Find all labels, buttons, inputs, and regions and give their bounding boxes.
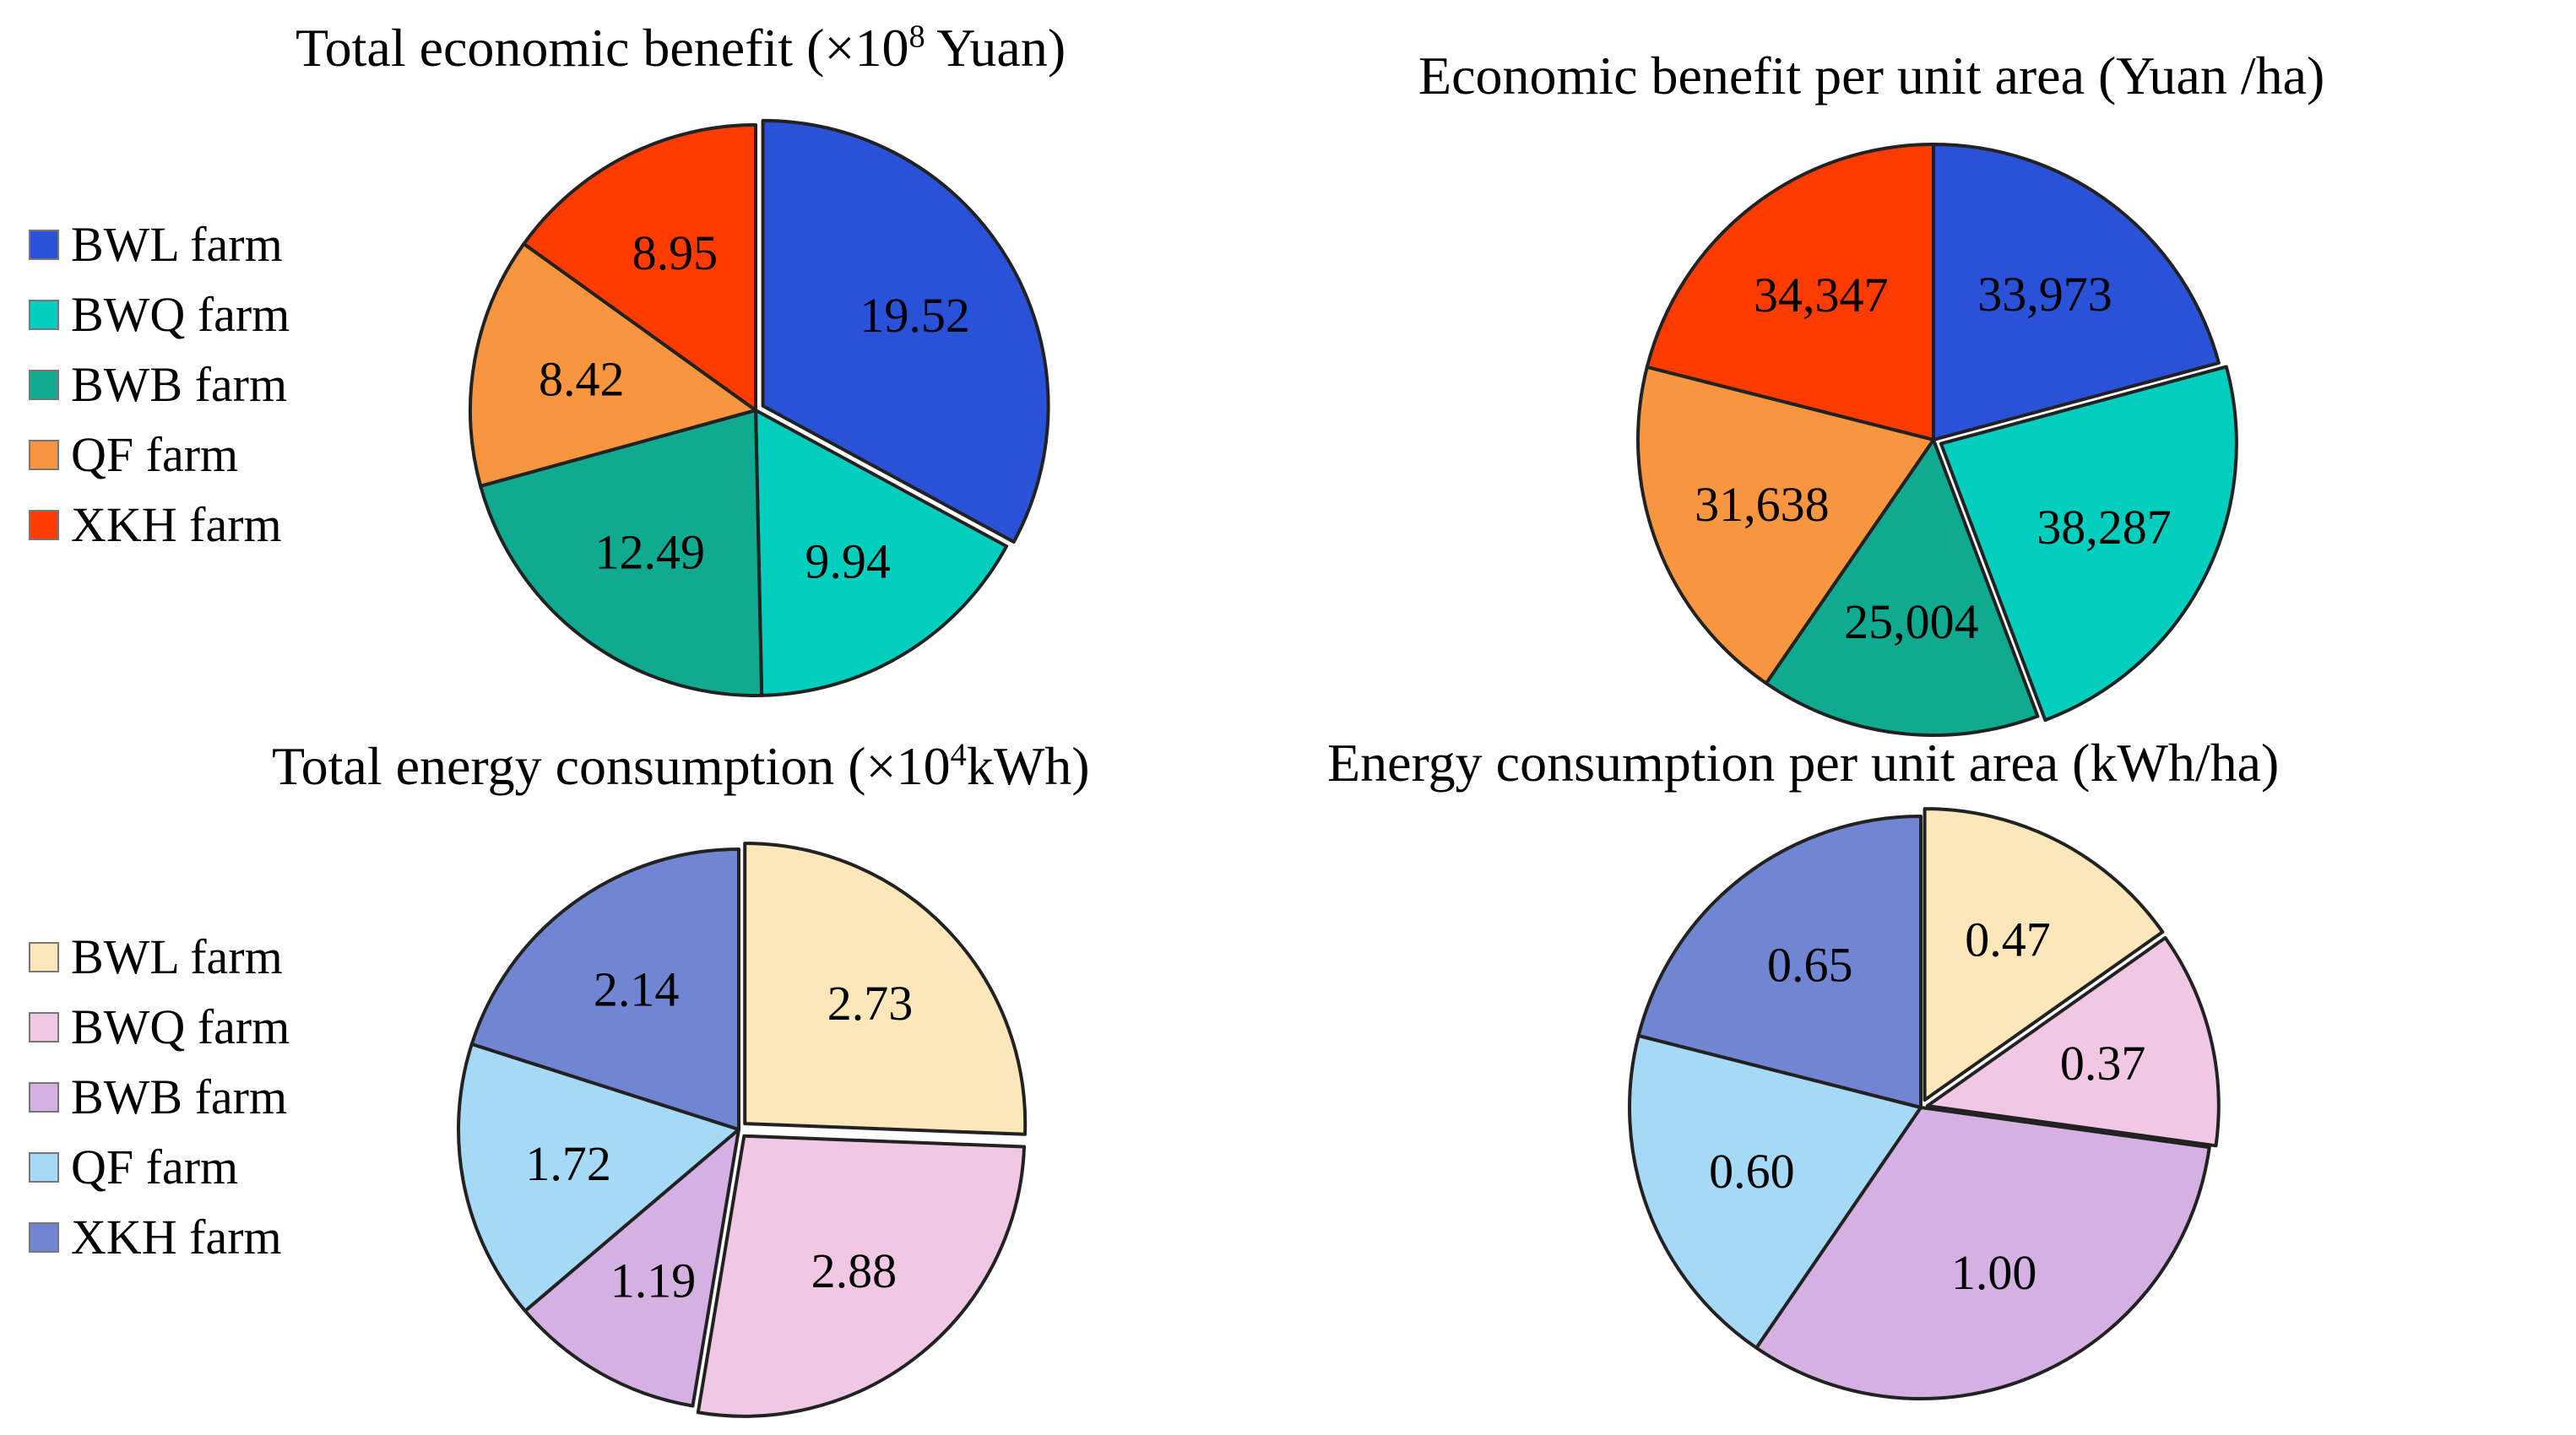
legend-item-xkh: XKH farm: [29, 490, 290, 560]
title-unit: kWh): [966, 736, 1090, 796]
slice-label-bwq: 38,287: [2036, 500, 2172, 555]
pie-slice-xkh: [1645, 143, 1935, 441]
legend-item-bwb: BWB farm: [29, 349, 290, 420]
legend-swatch: [29, 1011, 59, 1042]
slice-label-qf: 8.42: [539, 352, 625, 407]
legend-swatch: [29, 439, 59, 470]
legend-label: BWQ farm: [71, 999, 290, 1054]
slice-label-bwl: 2.73: [827, 976, 914, 1031]
pie-slice-bwl: [761, 118, 1050, 544]
legend-swatch: [29, 1081, 59, 1113]
legend-swatch: [29, 1151, 59, 1183]
legend-swatch: [29, 1221, 59, 1253]
slice-label-xkh: 0.65: [1767, 938, 1853, 993]
legend-item-qf: QF farm: [29, 1132, 290, 1202]
slice-label-qf: 1.72: [525, 1136, 611, 1191]
legend-swatch: [29, 369, 59, 400]
pie-slice-bwq: [1939, 365, 2238, 723]
slice-label-bwq: 2.88: [811, 1243, 898, 1298]
legend-swatch: [29, 299, 59, 330]
pie-slice-xkh: [522, 123, 757, 412]
pie-slice-bwb: [1754, 1106, 2211, 1400]
slice-label-xkh: 34,347: [1754, 268, 1889, 322]
slice-label-xkh: 8.95: [632, 225, 719, 280]
legend-item-bwq: BWQ farm: [29, 279, 290, 349]
legend-item-bwb: BWB farm: [29, 1062, 290, 1132]
pie-slice-bwq: [1925, 936, 2221, 1148]
pie-chart-1: 33,973 38,287 25,004 31,638 34,347: [1636, 143, 2238, 737]
legend-label: BWQ farm: [71, 287, 290, 342]
legend-label: XKH farm: [71, 497, 282, 552]
title-unit: Yuan): [925, 18, 1066, 78]
slice-label-bwb: 1.00: [1951, 1245, 2037, 1300]
pie-slice-bwb: [479, 409, 764, 697]
legend-economic: BWL farm BWQ farm BWB farm QF farm XKH f…: [29, 209, 290, 560]
pie-slice-bwl: [1932, 143, 2221, 441]
pie-slice-xkh: [469, 847, 740, 1131]
legend-label: QF farm: [71, 1140, 239, 1194]
legend-swatch: [29, 941, 59, 972]
title-multiplier: ×10: [865, 736, 951, 796]
slice-label-bwl: 19.52: [860, 288, 970, 343]
title-text: Total energy consumption (: [272, 736, 866, 796]
pie-slice-qf: [457, 1042, 740, 1313]
title-multiplier: ×10: [824, 18, 909, 78]
slice-label-xkh: 2.14: [594, 961, 680, 1016]
pie-slice-bwq: [754, 409, 1009, 697]
title-text: Economic benefit per unit area (Yuan /ha…: [1418, 46, 2325, 106]
title-exponent: 8: [908, 19, 925, 55]
legend-energy: BWL farm BWQ farm BWB farm QF farm XKH f…: [29, 922, 290, 1272]
legend-label: BWB farm: [71, 357, 288, 412]
pie-chart-3: 0.47 0.37 1.00 0.60 0.65: [1628, 807, 2221, 1400]
pie-slice-xkh: [1636, 815, 1923, 1109]
pie-slice-bwl: [1923, 807, 2165, 1102]
legend-item-bwl: BWL farm: [29, 922, 290, 992]
slice-label-bwq: 0.37: [2060, 1036, 2146, 1091]
legend-item-xkh: XKH farm: [29, 1202, 290, 1272]
pie-slice-bwb: [1764, 438, 2040, 737]
chart-title-total-energy-consumption: Total energy consumption (×104kWh): [272, 739, 1090, 793]
pie-slice-qf: [1636, 365, 1935, 685]
title-exponent: 4: [950, 737, 967, 773]
pie-chart-0: 19.52 9.94 12.49 8.42 8.95: [469, 118, 1050, 697]
pie-slice-bwl: [743, 842, 1028, 1136]
pie-slice-bwq: [696, 1134, 1027, 1418]
slice-label-qf: 31,638: [1695, 477, 1830, 532]
pie-chart-2: 2.73 2.88 1.19 1.72 2.14: [457, 842, 1028, 1418]
legend-label: BWB farm: [71, 1069, 288, 1124]
slice-label-bwl: 0.47: [1965, 912, 2051, 967]
slice-label-bwq: 9.94: [805, 533, 891, 588]
legend-swatch: [29, 229, 59, 260]
legend-item-bwl: BWL farm: [29, 209, 290, 279]
legend-label: BWL farm: [71, 217, 283, 272]
pie-slice-bwb: [523, 1128, 740, 1408]
chart-title-energy-consumption-per-area: Energy consumption per unit area (kWh/ha…: [1327, 736, 2279, 790]
title-text: Total economic benefit (: [296, 18, 825, 78]
legend-swatch: [29, 509, 59, 540]
pie-slice-qf: [1628, 1033, 1923, 1350]
slice-label-bwb: 12.49: [595, 525, 706, 580]
slice-label-bwb: 25,004: [1844, 594, 1979, 649]
slice-label-bwb: 1.19: [610, 1254, 697, 1308]
legend-label: QF farm: [71, 427, 239, 482]
legend-label: BWL farm: [71, 929, 283, 984]
pie-slice-qf: [469, 241, 757, 488]
chart-title-total-economic-benefit: Total economic benefit (×108 Yuan): [296, 18, 1066, 78]
legend-label: XKH farm: [71, 1210, 282, 1264]
chart-title-economic-benefit-per-area: Economic benefit per unit area (Yuan /ha…: [1418, 49, 2324, 103]
legend-item-qf: QF farm: [29, 420, 290, 490]
slice-label-bwl: 33,973: [1977, 267, 2112, 322]
title-text: Energy consumption per unit area (kWh/ha…: [1327, 733, 2280, 793]
legend-item-bwq: BWQ farm: [29, 992, 290, 1062]
slice-label-qf: 0.60: [1709, 1144, 1795, 1199]
